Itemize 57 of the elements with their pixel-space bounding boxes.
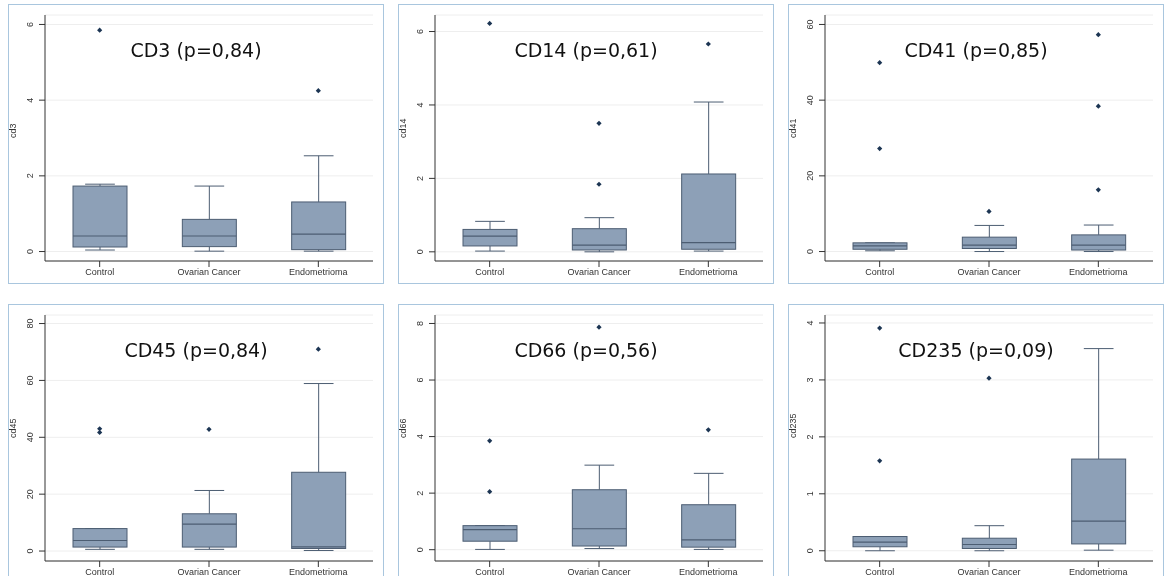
y-tick-label: 2 [25,173,35,179]
y-tick-label: 0 [805,249,815,255]
x-tick-label: Ovarian Cancer [957,567,1021,576]
y-tick-label: 4 [415,102,425,108]
y-tick-label: 2 [805,434,815,440]
x-tick-label: Control [865,267,895,278]
y-axis-title: cd3 [8,123,19,138]
y-tick-label: 0 [25,548,35,554]
y-tick-label: 20 [25,489,35,500]
y-tick-label: 6 [415,377,425,383]
x-tick-label: Control [85,567,115,576]
y-tick-label: 4 [805,320,815,326]
x-tick-label: Ovarian Cancer [177,567,241,576]
y-tick-label: 40 [805,95,815,106]
x-tick-label: Endometrioma [289,267,348,278]
text: CD235 (p=0,09) [898,339,1054,361]
y-tick-label: 20 [805,170,815,181]
text: CD3 (p=0,84) [130,39,262,61]
x-tick-label: Ovarian Cancer [567,267,631,278]
y-axis-title: cd45 [8,418,19,438]
x-tick-label: Control [475,567,505,576]
y-tick-label: 0 [25,249,35,255]
y-tick-label: 2 [415,175,425,181]
y-axis-title: cd14 [398,118,409,138]
y-tick-label: 6 [25,21,35,27]
x-tick-label: Control [865,567,895,576]
x-tick-label: Control [85,267,115,278]
x-tick-label: Endometrioma [679,267,738,278]
y-tick-label: 40 [25,432,35,443]
x-tick-label: Control [475,267,505,278]
x-tick-label: Endometrioma [1069,267,1128,278]
y-tick-label: 0 [415,547,425,553]
text: CD45 (p=0,84) [124,339,268,361]
x-tick-label: Endometrioma [289,567,348,576]
y-axis-title: cd41 [788,118,799,138]
y-tick-label: 60 [805,19,815,30]
y-tick-label: 3 [805,377,815,383]
y-tick-label: 0 [415,249,425,255]
y-tick-label: 0 [805,548,815,554]
x-tick-label: Ovarian Cancer [567,567,631,576]
y-tick-label: 8 [415,320,425,326]
y-axis-title: cd235 [788,413,799,438]
text: CD14 (p=0,61) [514,39,658,61]
text: CD66 (p=0,56) [514,339,658,361]
x-tick-label: Ovarian Cancer [177,267,241,278]
y-tick-label: 80 [25,318,35,329]
x-tick-label: Ovarian Cancer [957,267,1021,278]
y-tick-label: 1 [805,491,815,497]
y-axis-title: cd66 [398,418,409,438]
text: CD41 (p=0,85) [904,39,1048,61]
y-tick-label: 2 [415,490,425,496]
y-tick-label: 60 [25,375,35,386]
y-tick-label: 6 [415,29,425,35]
x-tick-label: Endometrioma [679,567,738,576]
x-tick-label: Endometrioma [1069,567,1128,576]
y-tick-label: 4 [25,97,35,103]
y-tick-label: 4 [415,434,425,440]
